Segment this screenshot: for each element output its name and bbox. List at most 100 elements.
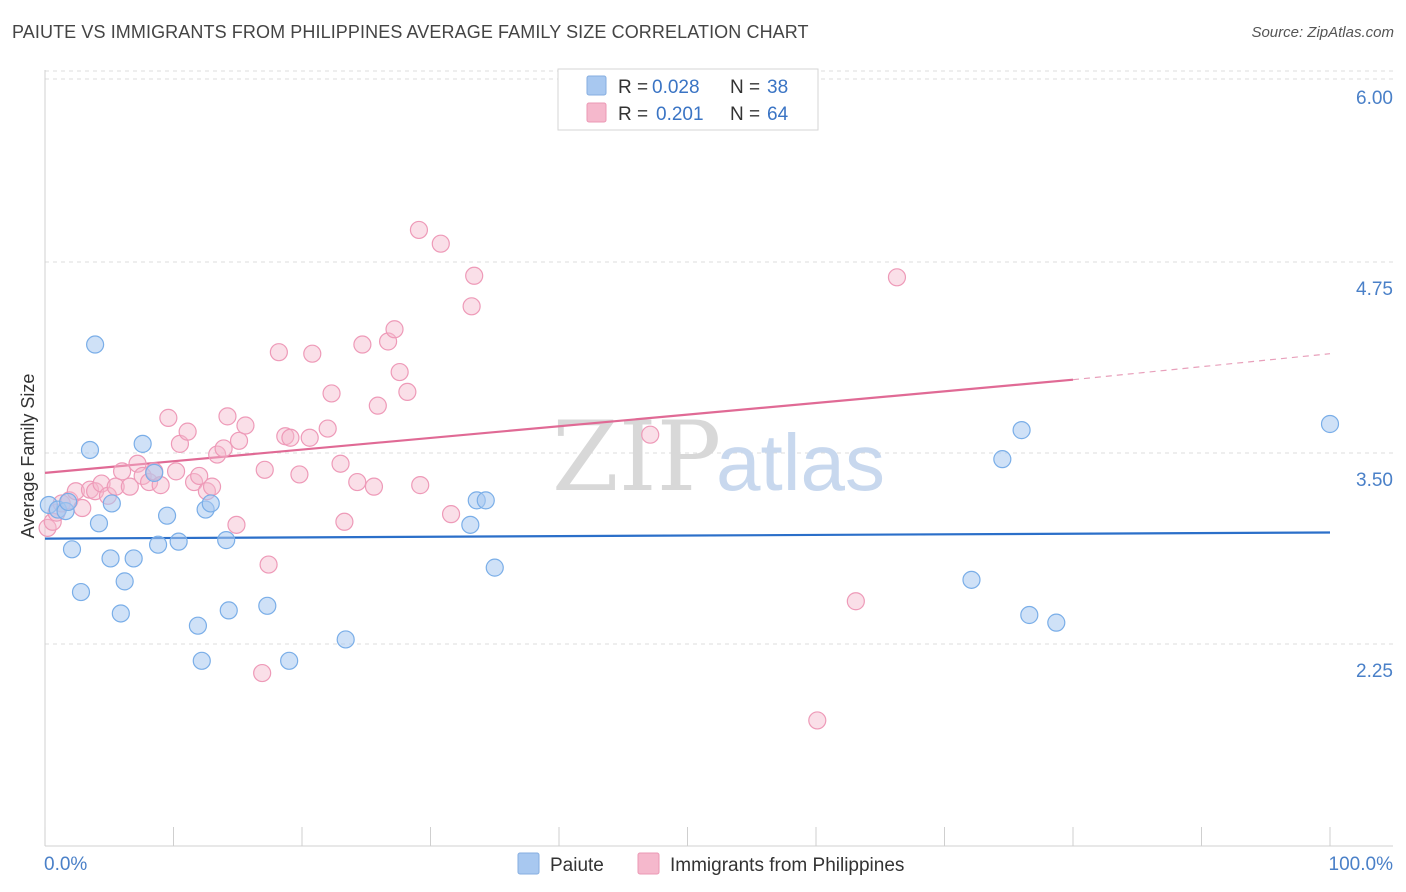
- point-philippines: [159, 408, 178, 427]
- point-paiute: [962, 570, 981, 589]
- point-philippines: [335, 512, 354, 531]
- y-tick-label: 6.00: [1356, 88, 1393, 109]
- point-philippines: [290, 465, 309, 484]
- point-philippines: [112, 462, 132, 481]
- point-paiute: [80, 440, 100, 460]
- legend-r-value-philippines: 0.201: [656, 104, 704, 125]
- point-paiute: [280, 651, 299, 670]
- point-philippines: [303, 344, 322, 363]
- legend-r-label-philippines: R =: [618, 104, 653, 125]
- point-philippines: [214, 439, 233, 458]
- gridlines: [45, 70, 1393, 645]
- point-philippines: [368, 396, 387, 415]
- point-philippines: [281, 428, 300, 447]
- point-philippines: [202, 477, 222, 496]
- point-paiute: [336, 630, 355, 649]
- point-philippines: [390, 362, 409, 382]
- point-paiute: [217, 531, 236, 550]
- point-paiute: [71, 582, 91, 602]
- point-philippines: [846, 592, 865, 611]
- point-philippines: [331, 454, 350, 473]
- legend-n-value-paiute: 38: [767, 77, 788, 98]
- source-credit: Source: ZipAtlas.com: [1251, 24, 1394, 41]
- trend-line-philippines-extension: [1072, 353, 1331, 381]
- legend-swatch-philippines: [586, 102, 607, 123]
- point-philippines: [106, 477, 125, 496]
- point-paiute: [219, 601, 238, 620]
- bottom-legend: Paiute Immigrants from Philippines: [517, 852, 904, 876]
- bottom-legend-label-philippines: Immigrants from Philippines: [670, 855, 904, 876]
- point-paiute: [62, 540, 82, 559]
- point-paiute: [1020, 605, 1039, 625]
- point-paiute: [1012, 421, 1031, 440]
- point-philippines: [348, 472, 367, 492]
- watermark-zip: ZIP: [552, 401, 721, 513]
- point-philippines: [462, 297, 481, 316]
- point-philippines: [364, 477, 384, 496]
- point-philippines: [318, 419, 337, 438]
- point-paiute: [192, 651, 211, 670]
- point-paiute: [1047, 613, 1066, 632]
- point-philippines: [641, 425, 660, 444]
- y-tick-labels: 2.25 3.50 4.75 6.00: [1356, 88, 1393, 682]
- point-philippines: [218, 407, 237, 426]
- point-paiute: [59, 492, 78, 512]
- point-paiute: [993, 450, 1012, 469]
- point-philippines: [300, 428, 319, 447]
- point-paiute: [124, 549, 143, 568]
- point-paiute: [101, 549, 120, 568]
- point-philippines: [259, 555, 278, 574]
- point-philippines: [385, 320, 404, 339]
- point-paiute: [86, 335, 105, 354]
- point-philippines: [322, 384, 341, 403]
- point-philippines: [353, 335, 372, 354]
- point-philippines: [808, 711, 827, 730]
- legend-n-value-philippines: 64: [767, 104, 789, 125]
- point-philippines: [227, 515, 246, 534]
- point-paiute: [1320, 414, 1340, 434]
- axes: [44, 70, 1393, 847]
- legend-r-value-paiute: 0.028: [652, 77, 700, 98]
- point-paiute: [102, 494, 121, 513]
- point-paiute: [157, 506, 177, 525]
- point-philippines: [166, 462, 186, 481]
- legend-r-label-paiute: R =: [618, 77, 653, 98]
- point-paiute: [476, 491, 495, 510]
- bottom-legend-swatch-philippines: [637, 852, 660, 875]
- legend-n-label-philippines: N =: [730, 104, 765, 125]
- legend-swatch-paiute: [586, 75, 607, 96]
- point-paiute: [169, 532, 188, 551]
- point-paiute: [145, 463, 164, 482]
- point-philippines: [120, 477, 139, 496]
- point-paiute: [115, 572, 134, 591]
- x-tick-label-max: 100.0%: [1329, 854, 1394, 875]
- trend-line-paiute: [44, 531, 1331, 540]
- trend-line-philippines: [44, 378, 1074, 474]
- point-paiute: [258, 596, 277, 615]
- y-tick-label: 4.75: [1356, 279, 1393, 300]
- bottom-legend-swatch-paiute: [517, 852, 540, 875]
- y-tick-label: 3.50: [1356, 470, 1393, 491]
- x-tick-label-min: 0.0%: [44, 854, 87, 875]
- point-philippines: [441, 505, 461, 524]
- point-paiute: [485, 558, 504, 577]
- trend-lines: [44, 353, 1331, 540]
- legend-box: R = 0.028 N = 38 R = 0.201 N = 64: [557, 68, 819, 131]
- point-paiute: [133, 434, 152, 453]
- chart-title: PAIUTE VS IMMIGRANTS FROM PHILIPPINES AV…: [12, 22, 809, 42]
- point-paiute: [201, 494, 220, 513]
- point-philippines: [465, 266, 484, 285]
- point-philippines: [887, 268, 907, 287]
- point-philippines: [236, 416, 255, 435]
- point-philippines: [398, 382, 417, 402]
- point-philippines: [190, 466, 209, 486]
- y-axis-label: Average Family Size: [18, 374, 38, 539]
- point-paiute: [188, 616, 208, 635]
- point-philippines: [255, 460, 274, 479]
- point-paiute: [461, 515, 480, 534]
- watermark-atlas: atlas: [716, 418, 885, 507]
- point-philippines: [269, 343, 288, 362]
- point-paiute: [111, 604, 130, 623]
- x-axis-ticks: [44, 827, 1331, 846]
- data-points: [38, 220, 1340, 730]
